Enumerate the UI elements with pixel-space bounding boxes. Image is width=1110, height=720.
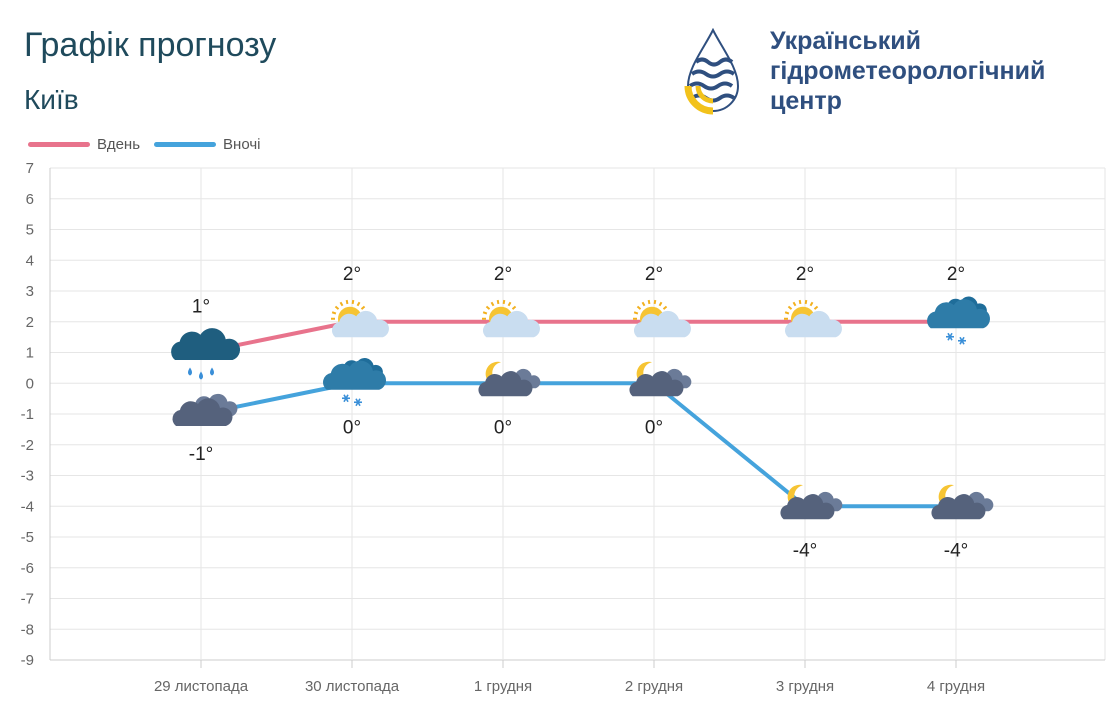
partly-cloudy-sun-icon bbox=[482, 299, 540, 338]
data-label: 2° bbox=[343, 264, 361, 285]
data-label: 0° bbox=[645, 417, 663, 438]
data-label: 1° bbox=[192, 297, 210, 318]
legend-item-night[interactable]: Вночі bbox=[154, 136, 260, 153]
y-tick-label: -7 bbox=[21, 591, 34, 608]
snow-cloud-icon bbox=[927, 296, 990, 345]
legend-swatch-day bbox=[28, 141, 90, 147]
page-title: Графік прогнозу bbox=[24, 26, 277, 64]
cloudy-moon-icon bbox=[478, 361, 541, 397]
snow-cloud-icon bbox=[323, 357, 386, 407]
city-name: Київ bbox=[24, 84, 79, 115]
data-label: 2° bbox=[947, 264, 965, 285]
y-tick-label: 6 bbox=[26, 191, 34, 208]
series-line-day bbox=[200, 319, 956, 355]
y-tick-label: 4 bbox=[26, 252, 34, 269]
y-tick-label: 3 bbox=[26, 283, 34, 300]
x-tick-label: 4 грудня bbox=[927, 678, 985, 695]
legend-item-day[interactable]: Вдень bbox=[28, 136, 140, 153]
partly-cloudy-sun-icon bbox=[331, 299, 389, 338]
data-label: 2° bbox=[494, 264, 512, 285]
y-tick-label: -4 bbox=[21, 498, 34, 515]
legend-swatch-night bbox=[154, 141, 217, 147]
y-tick-label: 5 bbox=[26, 222, 34, 239]
rain-cloud-icon bbox=[171, 328, 241, 380]
y-tick-label: -6 bbox=[21, 560, 34, 577]
y-tick-label: -3 bbox=[21, 468, 34, 485]
partly-cloudy-sun-icon bbox=[784, 299, 842, 338]
org-name-line3: центр bbox=[770, 87, 842, 115]
x-tick-label: 1 грудня bbox=[474, 678, 532, 695]
data-label: 0° bbox=[494, 417, 512, 438]
data-label: 2° bbox=[796, 264, 814, 285]
cloudy-moon-icon bbox=[629, 361, 692, 397]
org-name-line2: гідрометеорологічний bbox=[770, 57, 1046, 85]
y-tick-label: -1 bbox=[21, 406, 34, 423]
cloudy-moon-icon bbox=[931, 484, 994, 520]
y-tick-label: -8 bbox=[21, 621, 34, 638]
data-label: -4° bbox=[944, 540, 969, 561]
y-tick-label: -2 bbox=[21, 437, 34, 454]
y-tick-label: 2 bbox=[26, 314, 34, 331]
legend-label-night: Вночі bbox=[223, 135, 261, 153]
x-tick-label: 30 листопада bbox=[305, 678, 400, 695]
y-tick-label: -5 bbox=[21, 529, 34, 546]
y-tick-label: 1 bbox=[26, 345, 34, 362]
data-label: 2° bbox=[645, 264, 663, 285]
org-name-line1: Український bbox=[770, 27, 921, 55]
ukrhydromet-logo-icon bbox=[684, 28, 740, 115]
y-tick-label: -9 bbox=[21, 652, 34, 669]
chart-legend: Вдень Вночі bbox=[28, 133, 274, 155]
partly-cloudy-sun-icon bbox=[633, 299, 691, 338]
cloudy-moon-icon bbox=[780, 484, 843, 520]
x-tick-label: 3 грудня bbox=[776, 678, 834, 695]
x-tick-label: 2 грудня bbox=[625, 678, 683, 695]
org-name: Український гідрометеорологічний центр bbox=[770, 26, 1106, 116]
x-tick-label: 29 листопада bbox=[154, 678, 249, 695]
overcast-icon bbox=[172, 393, 238, 426]
y-tick-label: 7 bbox=[26, 160, 34, 177]
data-label: -1° bbox=[189, 444, 214, 465]
data-label: 0° bbox=[343, 417, 361, 438]
data-label: -4° bbox=[793, 540, 818, 561]
legend-label-day: Вдень bbox=[97, 135, 141, 153]
y-tick-label: 0 bbox=[26, 375, 34, 392]
